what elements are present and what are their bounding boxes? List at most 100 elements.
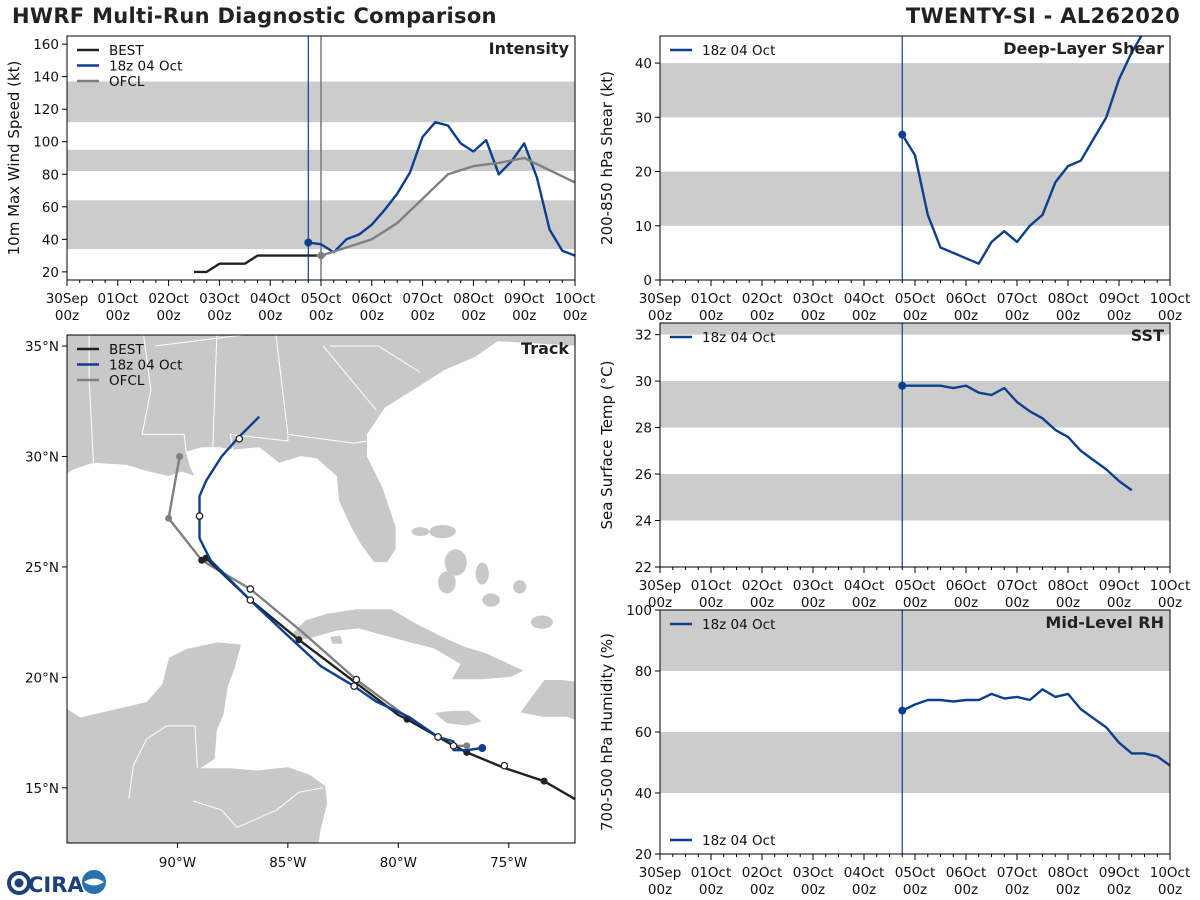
- track-point: [295, 636, 303, 644]
- sst-ytick-label: 28: [635, 421, 652, 437]
- shear-xtick-label: 00z: [954, 308, 978, 324]
- sst-xtick-label: 00z: [1005, 595, 1029, 611]
- sst-xtick-label: 00z: [648, 595, 672, 611]
- intensity-xtick-label: 06Oct: [352, 291, 393, 307]
- shear-xtick-label: 01Oct: [691, 291, 732, 307]
- border-tn: [155, 335, 248, 347]
- figure-title: HWRF Multi-Run Diagnostic Comparison: [12, 4, 497, 28]
- shear-xtick-label: 00z: [801, 308, 825, 324]
- sst-xtick-label: 07Oct: [997, 578, 1038, 594]
- shear-xtick-label: 02Oct: [742, 291, 783, 307]
- track-legend-label: BEST: [109, 342, 144, 358]
- intensity-xtick-label: 10Oct: [555, 291, 596, 307]
- intensity-xtick-label: 30Sep: [46, 291, 89, 307]
- intensity-xtick-label: 00z: [55, 308, 79, 324]
- land-bahamas: [530, 615, 553, 629]
- land-yucatan-central-america: [67, 641, 329, 843]
- sst-panel: 22242628303230Sep00z01Oct00z02Oct00z03Oc…: [598, 322, 1191, 611]
- cira-logo-mark: [7, 870, 106, 895]
- sst-series-point: [898, 381, 907, 390]
- sst-xtick-label: 00z: [903, 595, 927, 611]
- rh-xtick-label: 07Oct: [997, 865, 1038, 881]
- rh-ytick-label: 80: [635, 664, 652, 680]
- intensity-ytick-label: 140: [33, 70, 59, 86]
- land-jamaica: [432, 710, 484, 727]
- track-point: [540, 777, 548, 785]
- sst-xtick-label: 00z: [801, 595, 825, 611]
- intensity-xtick-label: 00z: [156, 308, 180, 324]
- rh-ytick-label: 100: [626, 603, 652, 619]
- sst-series-group: [898, 381, 1133, 492]
- rh-xtick-label: 04Oct: [844, 865, 885, 881]
- track-open-point: [195, 512, 204, 520]
- sst-xtick-label: 05Oct: [895, 578, 936, 594]
- intensity-xtick-label: 02Oct: [148, 291, 189, 307]
- shear-ytick-label: 40: [635, 56, 652, 72]
- sst-band: [660, 381, 1170, 428]
- land-puerto-rico: [679, 711, 717, 723]
- rh-xtick-label: 00z: [903, 882, 927, 898]
- intensity-xtick-label: 00z: [258, 308, 282, 324]
- intensity-panel: 2040608010012014016030Sep00z01Oct00z02Oc…: [5, 35, 596, 324]
- land-isle-of-youth: [329, 634, 344, 645]
- sst-xtick-label: 00z: [1056, 595, 1080, 611]
- track-title: Track: [521, 339, 569, 358]
- rh-series-line: [901, 688, 1170, 767]
- sst-xtick-label: 08Oct: [1048, 578, 1089, 594]
- track-point: [198, 556, 206, 564]
- intensity-series-point: [316, 250, 326, 261]
- shear-xtick-label: 00z: [1005, 308, 1029, 324]
- intensity-series-point: [304, 238, 313, 247]
- rh-xtick-label: 05Oct: [895, 865, 936, 881]
- rh-title: Mid-Level RH: [1045, 613, 1164, 632]
- land-bahamas: [438, 571, 456, 594]
- shear-xtick-label: 30Sep: [639, 291, 682, 307]
- shear-xtick-label: 09Oct: [1099, 291, 1140, 307]
- sst-xtick-label: 30Sep: [639, 578, 682, 594]
- rh-xtick-label: 00z: [1056, 882, 1080, 898]
- border-al-ga: [229, 335, 289, 450]
- intensity-ylabel: 10m Max Wind Speed (kt): [5, 61, 23, 256]
- intensity-xtick-label: 09Oct: [504, 291, 545, 307]
- rh-xtick-label: 02Oct: [742, 865, 783, 881]
- rh-xtick-label: 08Oct: [1048, 865, 1089, 881]
- intensity-xtick-label: 05Oct: [301, 291, 342, 307]
- rh-xtick-label: 30Sep: [639, 865, 682, 881]
- track-lon-label: 75°W: [490, 855, 527, 871]
- shear-xtick-label: 00z: [903, 308, 927, 324]
- rh-xtick-label: 00z: [852, 882, 876, 898]
- intensity-legend-label: OFCL: [109, 74, 145, 90]
- sst-frame: [659, 322, 1171, 568]
- shear-series-group: [898, 36, 1143, 265]
- shear-xtick-label: 00z: [750, 308, 774, 324]
- rh-xtick-label: 00z: [750, 882, 774, 898]
- track-open-point: [246, 596, 255, 604]
- rh-xtick-label: 00z: [648, 882, 672, 898]
- rh-xtick-label: 00z: [699, 882, 723, 898]
- rh-ytick-label: 40: [635, 786, 652, 802]
- land-bahamas: [475, 562, 489, 585]
- rh-xtick-label: 09Oct: [1099, 865, 1140, 881]
- track-point: [165, 514, 173, 522]
- track-lat-label: 15°N: [25, 781, 59, 797]
- shear-legend-label: 18z 04 Oct: [702, 43, 775, 59]
- intensity-xtick-label: 00z: [461, 308, 485, 324]
- sst-xtick-label: 10Oct: [1150, 578, 1191, 594]
- sst-xtick-label: 00z: [1107, 595, 1131, 611]
- rh-frame: [659, 609, 1171, 855]
- intensity-xtick-label: 00z: [106, 308, 130, 324]
- track-lat-label: 35°N: [25, 339, 59, 355]
- sst-ytick-label: 26: [635, 467, 652, 483]
- track-legend-label: 18z 04 Oct: [109, 358, 182, 374]
- sst-xtick-label: 00z: [750, 595, 774, 611]
- sst-xtick-label: 00z: [1158, 595, 1182, 611]
- shear-series-point: [898, 130, 907, 139]
- shear-ylabel: 200-850 hPa Shear (kt): [598, 71, 616, 245]
- track-lat-label: 20°N: [25, 670, 59, 686]
- intensity-xtick-label: 04Oct: [250, 291, 291, 307]
- rh-series-group: [898, 688, 1170, 767]
- cira-logo: CIRA: [7, 870, 106, 897]
- shear-band: [660, 63, 1170, 118]
- sst-xtick-label: 04Oct: [844, 578, 885, 594]
